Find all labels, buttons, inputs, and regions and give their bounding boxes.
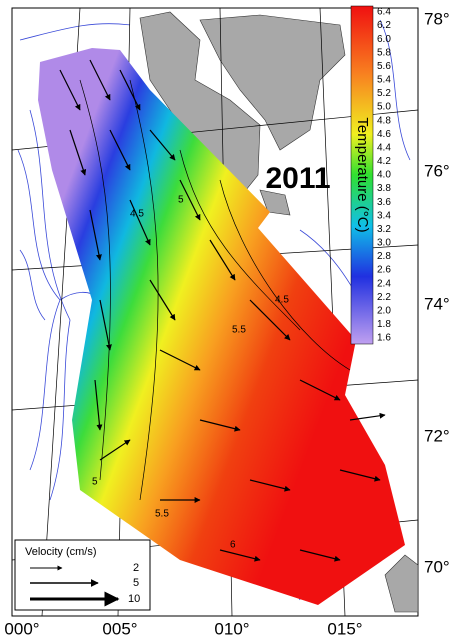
colorbar-tick-label: 4.8 — [377, 115, 391, 126]
colorbar-tick-label: 1.6 — [377, 333, 391, 344]
colorbar-tick-label: 2.6 — [377, 265, 391, 276]
colorbar-tick-label: 6.2 — [377, 20, 391, 31]
temperature-field — [38, 48, 405, 605]
colorbar-tick-label: 3.6 — [377, 197, 391, 208]
colorbar-tick-label: 3.4 — [377, 210, 391, 221]
colorbar-tick-label: 2.0 — [377, 305, 391, 316]
lat-label: 70° — [424, 557, 450, 576]
colorbar-tick-label: 5.6 — [377, 61, 391, 72]
contours — [79, 79, 351, 501]
land — [139, 11, 419, 613]
colorbar-tick-label: 3.8 — [377, 183, 391, 194]
lon-label: 000° — [4, 619, 39, 638]
year-label: 2011 — [265, 162, 330, 195]
lat-label: 76° — [424, 161, 450, 180]
velocity-arrows — [59, 59, 386, 562]
colorbar-tick-label: 5.0 — [377, 102, 391, 113]
contour-label: 5.5 — [232, 325, 246, 336]
colorbar — [350, 5, 374, 345]
colorbar-tick-label: 1.8 — [377, 319, 391, 330]
contour-label: 5 — [92, 477, 98, 488]
colorbar-tick-label: 4.2 — [377, 156, 391, 167]
lon-label: 005° — [102, 619, 137, 638]
latitude-labels: 78° 76° 74° 72° 70° — [424, 9, 450, 576]
colorbar-tick-label: 4.6 — [377, 129, 391, 140]
colorbar-tick-label: 5.2 — [377, 88, 391, 99]
colorbar-tick-label: 5.8 — [377, 47, 391, 58]
contour-label: 6 — [230, 540, 236, 551]
colorbar-tick-label: 4.4 — [377, 142, 391, 153]
colorbar-ticks: 6.4 6.2 6.0 5.8 5.6 5.4 5.2 5.0 4.8 4.6 4.4 4.2 4.0 3… — [377, 7, 391, 344]
colorbar-tick-label: 6.4 — [377, 7, 391, 18]
colorbar-tick-label: 2.8 — [377, 251, 391, 262]
colorbar-tick-label: 3.2 — [377, 224, 391, 235]
contour-label: 5.5 — [155, 509, 169, 520]
colorbar-tick-label: 5.4 — [377, 75, 391, 86]
velocity-legend: Velocity (cm/s) 2 5 10 — [14, 539, 151, 611]
contour-label: 4.5 — [130, 209, 144, 220]
colorbar-tick-label: 6.0 — [377, 34, 391, 45]
contour-label: 4.5 — [275, 295, 289, 306]
colorbar-tick-label: 2.2 — [377, 292, 391, 303]
colorbar-tick-label: 3.0 — [377, 238, 391, 249]
colorbar-tick-label: 4.0 — [377, 170, 391, 181]
lon-label: 015° — [327, 619, 362, 638]
contour-label: 5 — [178, 195, 184, 206]
lat-label: 78° — [424, 9, 450, 28]
colorbar-title: Temperature (°C) — [354, 117, 371, 232]
lat-label: 74° — [424, 294, 450, 313]
longitude-labels: 000° 005° 010° 015° — [4, 619, 362, 638]
legend-label: 5 — [133, 577, 139, 589]
lon-label: 010° — [214, 619, 249, 638]
legend-label: 2 — [133, 562, 139, 574]
legend-label: 10 — [128, 593, 140, 605]
legend-title: Velocity (cm/s) — [25, 546, 97, 558]
colorbar-tick-label: 2.4 — [377, 278, 391, 289]
lat-label: 72° — [424, 426, 450, 445]
